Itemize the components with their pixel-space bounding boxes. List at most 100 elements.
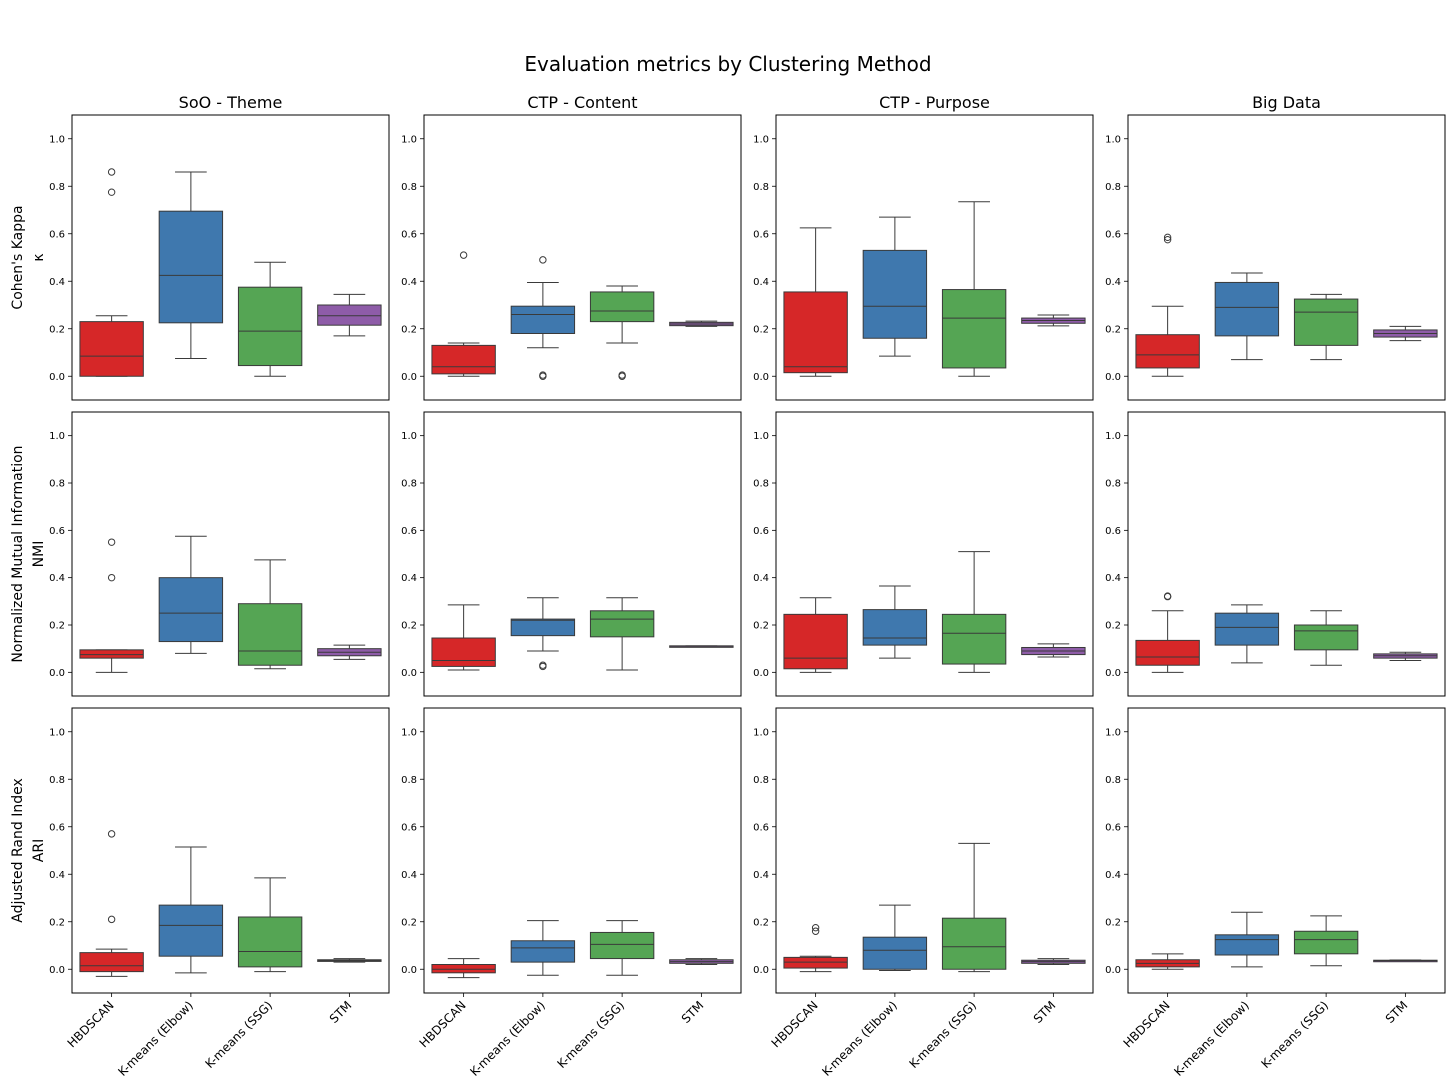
- box-iqr: [1214, 281, 1280, 337]
- x-tick-label: STM: [679, 998, 707, 1026]
- box-0: [783, 227, 848, 377]
- outlier-point: [107, 168, 116, 176]
- y-tick-label: 0.0: [753, 668, 769, 679]
- panel-frame: [775, 114, 1094, 401]
- box-1: [158, 535, 224, 654]
- x-tick-label: K-means (Elbow): [115, 998, 196, 1079]
- y-tick-label: 0.2: [401, 621, 417, 632]
- box-0: [79, 168, 144, 377]
- box-iqr: [1293, 930, 1359, 955]
- box-iqr: [1293, 298, 1359, 346]
- y-tick-label: 0.6: [753, 526, 769, 537]
- column-title: CTP - Content: [527, 93, 637, 112]
- outlier-point: [1163, 233, 1172, 242]
- y-tick-label: 1.0: [49, 727, 65, 738]
- panel-frame: [423, 707, 742, 994]
- y-tick-label: 1.0: [1105, 431, 1121, 442]
- y-tick-label: 0.8: [1105, 479, 1121, 490]
- panel: 0.0 0.2 0.4 0.6 0.8 1.0: [401, 411, 742, 697]
- y-tick-label: 0.6: [1105, 526, 1121, 537]
- box-3: [1373, 959, 1438, 963]
- box-iqr: [237, 603, 303, 666]
- outlier-point: [539, 256, 547, 264]
- box-iqr: [941, 289, 1007, 369]
- row-metric-symbol: ARI: [31, 839, 47, 862]
- y-tick-label: 0.4: [753, 277, 769, 288]
- box-iqr: [862, 936, 928, 970]
- y-tick-label: 1.0: [1105, 134, 1121, 145]
- panel: 0.0 0.2 0.4 0.6 0.8 1.0: [49, 411, 390, 697]
- outlier-point: [539, 661, 547, 669]
- box-1: [1214, 911, 1280, 968]
- y-tick-label: 0.6: [49, 229, 65, 240]
- x-tick-label: K-means (SSG): [906, 998, 979, 1071]
- x-tick-label: HBDSCAN: [65, 998, 117, 1050]
- panel: 0.0 0.2 0.4 0.6 0.8 1.0: [1105, 114, 1446, 401]
- box-3: [317, 958, 382, 963]
- y-tick-label: 0.8: [401, 182, 417, 193]
- box-2: [1293, 915, 1359, 967]
- box-3: [317, 644, 382, 660]
- box-0: [783, 923, 848, 973]
- y-tick-label: 0.4: [1105, 277, 1121, 288]
- box-2: [589, 920, 655, 976]
- box-2: [941, 201, 1007, 377]
- y-tick-label: 0.6: [401, 526, 417, 537]
- y-tick-label: 1.0: [753, 431, 769, 442]
- y-tick-label: 0.0: [1105, 668, 1121, 679]
- chart-title: Evaluation metrics by Clustering Method: [524, 52, 931, 76]
- box-0: [1135, 233, 1200, 377]
- y-tick-label: 0.0: [401, 668, 417, 679]
- box-iqr: [158, 210, 224, 324]
- panel-frame: [71, 411, 390, 697]
- box-3: [669, 320, 734, 327]
- y-tick-label: 0.8: [401, 479, 417, 490]
- y-tick-label: 0.2: [1105, 917, 1121, 928]
- box-iqr: [589, 610, 655, 638]
- box-2: [941, 842, 1007, 973]
- box-iqr: [510, 618, 576, 637]
- panel: 0.0 0.2 0.4 0.6 0.8 1.0: [401, 114, 742, 401]
- y-tick-label: 1.0: [401, 727, 417, 738]
- box-iqr: [79, 952, 144, 973]
- panel: 0.0 0.2 0.4 0.6 0.8 1.0: [753, 411, 1094, 697]
- box-2: [941, 551, 1007, 673]
- panel-frame: [423, 411, 742, 697]
- box-3: [1021, 958, 1086, 965]
- box-0: [431, 604, 496, 671]
- box-1: [510, 597, 576, 671]
- y-tick-label: 0.6: [1105, 229, 1121, 240]
- box-1: [1214, 604, 1280, 664]
- y-tick-label: 0.4: [753, 870, 769, 881]
- y-tick-label: 0.8: [753, 182, 769, 193]
- box-iqr: [589, 931, 655, 960]
- y-tick-label: 1.0: [401, 431, 417, 442]
- box-iqr: [1293, 624, 1359, 651]
- box-3: [1021, 314, 1086, 327]
- box-1: [862, 904, 928, 971]
- box-2: [237, 877, 303, 973]
- y-tick-label: 1.0: [753, 727, 769, 738]
- y-tick-label: 0.4: [49, 277, 65, 288]
- panel: 0.0 0.2 0.4 0.6 0.8 1.0: [49, 114, 390, 401]
- box-iqr: [589, 291, 655, 323]
- y-tick-label: 0.0: [1105, 965, 1121, 976]
- box-iqr: [862, 249, 928, 339]
- box-1: [1214, 272, 1280, 361]
- x-tick-label: K-means (SSG): [1258, 998, 1331, 1071]
- box-1: [158, 171, 224, 359]
- panel-frame: [775, 707, 1094, 994]
- box-iqr: [783, 613, 848, 670]
- panel: 0.0 0.2 0.4 0.6 0.8 1.0: [1105, 411, 1446, 697]
- box-1: [862, 216, 928, 357]
- box-0: [431, 958, 496, 979]
- outlier-point: [107, 573, 116, 582]
- box-iqr: [317, 304, 382, 326]
- outlier-point: [107, 830, 116, 838]
- box-iqr: [941, 613, 1007, 665]
- y-tick-label: 1.0: [1105, 727, 1121, 738]
- panel-frame: [71, 114, 390, 401]
